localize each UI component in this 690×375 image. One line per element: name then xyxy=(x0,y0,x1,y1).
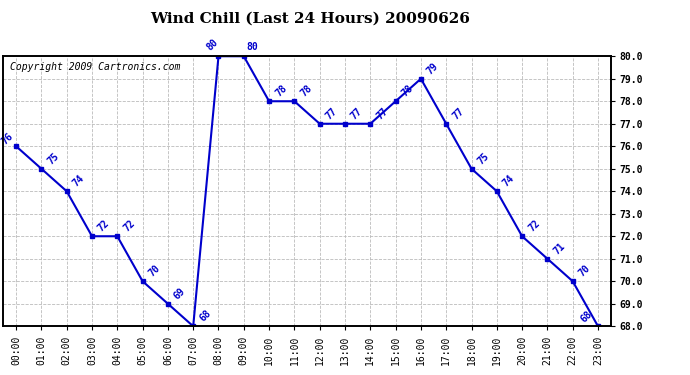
Text: 77: 77 xyxy=(349,106,364,121)
Text: 75: 75 xyxy=(475,151,491,166)
Text: 79: 79 xyxy=(425,61,440,76)
Text: 68: 68 xyxy=(578,309,594,325)
Text: 78: 78 xyxy=(273,83,288,99)
Text: 74: 74 xyxy=(501,173,516,189)
Text: 72: 72 xyxy=(526,218,542,234)
Text: 77: 77 xyxy=(324,106,339,121)
Text: Wind Chill (Last 24 Hours) 20090626: Wind Chill (Last 24 Hours) 20090626 xyxy=(150,11,471,25)
Text: 70: 70 xyxy=(577,263,592,279)
Text: 80: 80 xyxy=(246,42,258,52)
Text: 70: 70 xyxy=(147,263,162,279)
Text: 80: 80 xyxy=(205,37,220,52)
Text: 71: 71 xyxy=(551,241,567,256)
Text: 78: 78 xyxy=(299,83,314,99)
Text: 69: 69 xyxy=(172,286,188,301)
Text: 78: 78 xyxy=(400,83,415,99)
Text: 77: 77 xyxy=(375,106,390,121)
Text: 74: 74 xyxy=(71,173,86,189)
Text: 75: 75 xyxy=(46,151,61,166)
Text: 72: 72 xyxy=(121,218,137,234)
Text: 72: 72 xyxy=(96,218,112,234)
Text: 76: 76 xyxy=(0,131,14,146)
Text: Copyright 2009 Cartronics.com: Copyright 2009 Cartronics.com xyxy=(10,62,180,72)
Text: 77: 77 xyxy=(451,106,466,121)
Text: 68: 68 xyxy=(197,308,213,324)
